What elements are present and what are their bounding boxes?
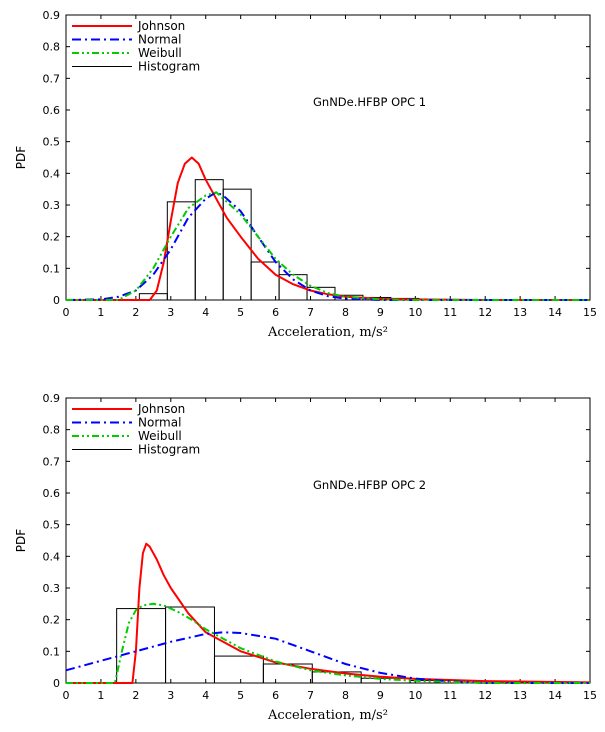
x-tick-label: 7: [307, 689, 314, 702]
chart-panel-1: 0 1 2 3 4 5 6 7 8 9 10 11 12 13 14 1500.10.20.30.40.50.…: [14, 9, 597, 340]
legend-label: Johnson: [137, 19, 185, 33]
x-axis-label: Acceleration, m/s²: [267, 325, 388, 340]
x-tick-label: 15: [583, 306, 597, 319]
x-tick-label: 3: [167, 689, 174, 702]
x-tick-label: 9: [377, 306, 384, 319]
x-tick-label: 4: [202, 689, 209, 702]
x-tick-label: 8: [342, 689, 349, 702]
x-tick-label: 15: [583, 689, 597, 702]
y-tick-label: 0.2: [43, 231, 61, 244]
x-tick-label: 0: [63, 306, 70, 319]
x-tick-label: 5: [237, 306, 244, 319]
y-tick-label: 0.9: [43, 392, 61, 405]
legend-label: Normal: [138, 33, 181, 47]
x-tick-label: 14: [548, 689, 562, 702]
x-tick-label: 2: [132, 306, 139, 319]
y-tick-label: 0.8: [43, 424, 61, 437]
x-tick-label: 2: [132, 689, 139, 702]
chart-panel-2: 0 1 2 3 4 5 6 7 8 9 10 11 12 13 14 1500.10.20.30.40.50.…: [14, 392, 597, 723]
y-tick-label: 0.6: [43, 487, 61, 500]
x-tick-label: 6: [272, 689, 279, 702]
x-tick-label: 11: [443, 689, 457, 702]
x-tick-label: 8: [342, 306, 349, 319]
legend-label: Johnson: [137, 402, 185, 416]
x-tick-label: 4: [202, 306, 209, 319]
x-tick-label: 1: [97, 689, 104, 702]
x-axis-label: Acceleration, m/s²: [267, 708, 388, 723]
x-tick-label: 6: [272, 306, 279, 319]
x-tick-label: 12: [478, 306, 492, 319]
x-tick-label: 10: [408, 306, 422, 319]
series-line-weibull: [66, 191, 590, 301]
y-tick-label: 0.5: [43, 519, 61, 532]
x-tick-label: 10: [408, 689, 422, 702]
y-tick-label: 0.5: [43, 136, 61, 149]
x-tick-label: 0: [63, 689, 70, 702]
y-tick-label: 0.6: [43, 104, 61, 117]
series-line-normal: [65, 631, 590, 684]
y-tick-label: 0.7: [43, 72, 61, 85]
x-tick-label: 9: [377, 689, 384, 702]
legend-label: Histogram: [138, 60, 200, 74]
x-tick-label: 3: [167, 306, 174, 319]
x-tick-label: 13: [513, 689, 527, 702]
y-tick-label: 0.2: [43, 614, 61, 627]
series-line-weibull: [66, 602, 590, 684]
x-tick-label: 13: [513, 306, 527, 319]
plot-area: [65, 397, 591, 684]
legend-label: Weibull: [138, 429, 182, 443]
y-tick-label: 0.4: [43, 167, 61, 180]
legend-label: Histogram: [138, 443, 200, 457]
y-tick-label: 0: [53, 294, 60, 307]
y-tick-label: 0.3: [43, 582, 61, 595]
legend-label: Normal: [138, 416, 181, 430]
series-line-johnson: [66, 542, 591, 684]
legend-label: Weibull: [138, 46, 182, 60]
y-tick-label: 0.9: [43, 9, 61, 22]
y-tick-label: 0.8: [43, 41, 61, 54]
x-tick-label: 1: [97, 306, 104, 319]
x-tick-label: 7: [307, 306, 314, 319]
panel-annotation: GnNDe.HFBP OPC 2: [313, 478, 426, 492]
y-tick-label: 0.7: [43, 455, 61, 468]
series-line-normal: [65, 191, 590, 301]
x-tick-label: 5: [237, 689, 244, 702]
histogram-bar: [165, 606, 215, 684]
y-tick-label: 0.4: [43, 550, 61, 563]
y-tick-label: 0: [53, 677, 60, 690]
y-tick-label: 0.1: [43, 645, 61, 658]
x-tick-label: 11: [443, 306, 457, 319]
x-tick-label: 12: [478, 689, 492, 702]
x-tick-label: 14: [548, 306, 562, 319]
y-tick-label: 0.1: [43, 262, 61, 275]
plot-area: [65, 14, 591, 301]
histogram-bar: [222, 188, 252, 301]
y-axis-label: PDF: [14, 529, 28, 552]
y-tick-label: 0.3: [43, 199, 61, 212]
y-axis-label: PDF: [14, 146, 28, 169]
panel-annotation: GnNDe.HFBP OPC 1: [313, 95, 426, 109]
